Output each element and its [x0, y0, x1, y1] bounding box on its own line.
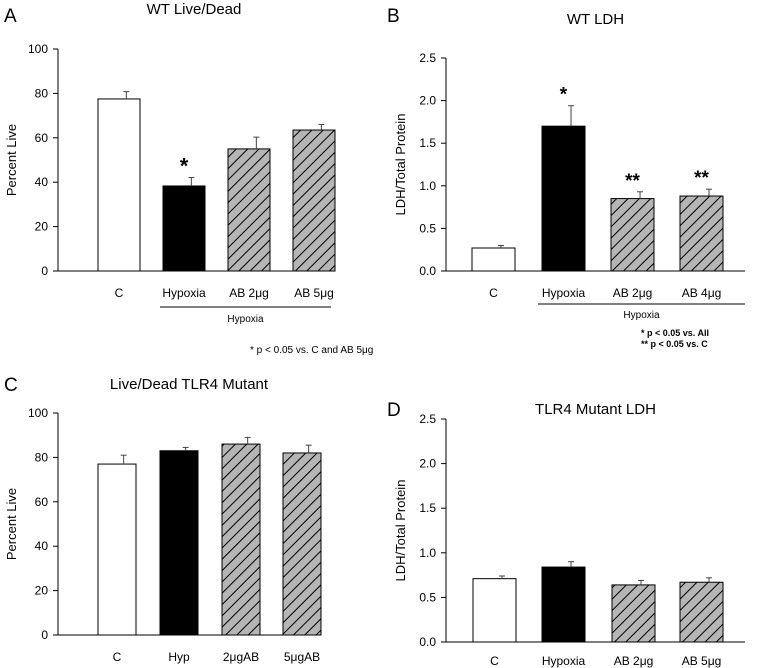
y-tick-label: 1.0	[419, 546, 436, 560]
chart-title: Live/Dead TLR4 Mutant	[110, 376, 269, 393]
y-axis-label: Percent Live	[4, 124, 19, 196]
y-tick-label: 20	[35, 584, 49, 598]
chart-panel-a: A WT Live/Dead Percent Live 0 20 40 60 80 100 C Hy…	[4, 1, 373, 356]
x-tick-label: C	[113, 650, 122, 664]
bar	[282, 452, 322, 636]
x-tick-label: C	[115, 286, 124, 300]
significance-marker: *	[560, 85, 568, 106]
y-tick-label: 2.5	[419, 412, 436, 426]
y-axis-label: LDH/Total Protein	[393, 114, 408, 216]
chart-title: WT LDH	[567, 11, 624, 28]
x-tick-label: AB 5μg	[294, 286, 334, 300]
y-tick-label: 0	[41, 628, 48, 642]
panel-letter: C	[4, 375, 18, 396]
chart-panel-d: D TLR4 Mutant LDH LDH/Total Protein 0.0 0.5 1…	[387, 400, 745, 668]
panel-letter: A	[4, 6, 17, 27]
x-tick-label: Hypoxia	[542, 286, 586, 300]
bar	[611, 584, 656, 643]
x-tick-label: AB 2μg	[229, 286, 269, 300]
chart-panel-b: B WT LDH LDH/Total Protein 0.0 0.5 1.0 1.5 2.0 2…	[387, 6, 745, 349]
y-tick-label: 40	[35, 539, 49, 553]
bar	[221, 443, 261, 636]
bar	[472, 578, 517, 643]
x-tick-label: AB 2μg	[614, 654, 654, 668]
y-tick-label: 1.0	[419, 179, 436, 193]
significance-marker: **	[694, 168, 709, 189]
bar	[159, 450, 199, 636]
group-label: Hypoxia	[227, 314, 264, 325]
bar	[162, 185, 206, 272]
x-tick-label: 2μgAB	[223, 650, 259, 664]
y-tick-label: 1.5	[419, 136, 436, 150]
y-tick-label: 80	[35, 86, 49, 100]
x-tick-label: Hyp	[168, 650, 190, 664]
chart-title: WT Live/Dead	[147, 1, 242, 18]
x-tick-label: AB 4μg	[682, 286, 722, 300]
bar	[541, 125, 586, 272]
y-tick-label: 1.5	[419, 501, 436, 515]
bar	[97, 463, 137, 636]
chart-title: TLR4 Mutant LDH	[535, 401, 656, 418]
y-tick-label: 0.5	[419, 221, 436, 235]
bar	[227, 148, 271, 272]
x-tick-label: C	[490, 654, 499, 668]
y-tick-label: 100	[28, 406, 48, 420]
significance-marker: **	[625, 171, 640, 192]
bar	[97, 98, 141, 272]
x-tick-label: Hypoxia	[162, 286, 206, 300]
y-tick-label: 2.5	[419, 51, 436, 65]
bar	[541, 566, 586, 643]
y-tick-label: 0.5	[419, 590, 436, 604]
y-tick-label: 20	[35, 220, 49, 234]
y-tick-label: 0	[41, 264, 48, 278]
y-axis-label: Percent Live	[4, 488, 19, 560]
x-tick-label: AB 2μg	[613, 286, 653, 300]
y-tick-label: 0.0	[419, 264, 436, 278]
y-tick-label: 60	[35, 495, 49, 509]
bar	[679, 581, 724, 643]
x-tick-label: Hypoxia	[542, 654, 586, 668]
y-tick-label: 40	[35, 175, 49, 189]
bar	[471, 247, 516, 272]
y-tick-label: 0.0	[419, 635, 436, 649]
footnote: * p < 0.05 vs. C and AB 5μg	[250, 345, 373, 356]
footnote: ** p < 0.05 vs. C	[641, 339, 708, 349]
y-tick-label: 2.0	[419, 457, 436, 471]
x-tick-label: AB 5μg	[682, 654, 722, 668]
bar	[679, 195, 724, 272]
panel-letter: D	[387, 400, 401, 421]
bar	[610, 198, 655, 272]
y-tick-label: 80	[35, 450, 49, 464]
bar	[292, 129, 336, 272]
y-tick-label: 100	[28, 42, 48, 56]
panel-letter: B	[387, 6, 400, 27]
footnote: * p < 0.05 vs. All	[641, 328, 709, 338]
y-tick-label: 2.0	[419, 94, 436, 108]
group-label: Hypoxia	[623, 310, 660, 321]
x-tick-label: C	[489, 286, 498, 300]
chart-panel-c: C Live/Dead TLR4 Mutant Percent Live 0 20 40 6…	[4, 375, 322, 664]
y-axis-label: LDH/Total Protein	[393, 480, 408, 582]
x-tick-label: 5μgAB	[284, 650, 320, 664]
significance-marker: *	[180, 154, 189, 179]
y-tick-label: 60	[35, 131, 49, 145]
